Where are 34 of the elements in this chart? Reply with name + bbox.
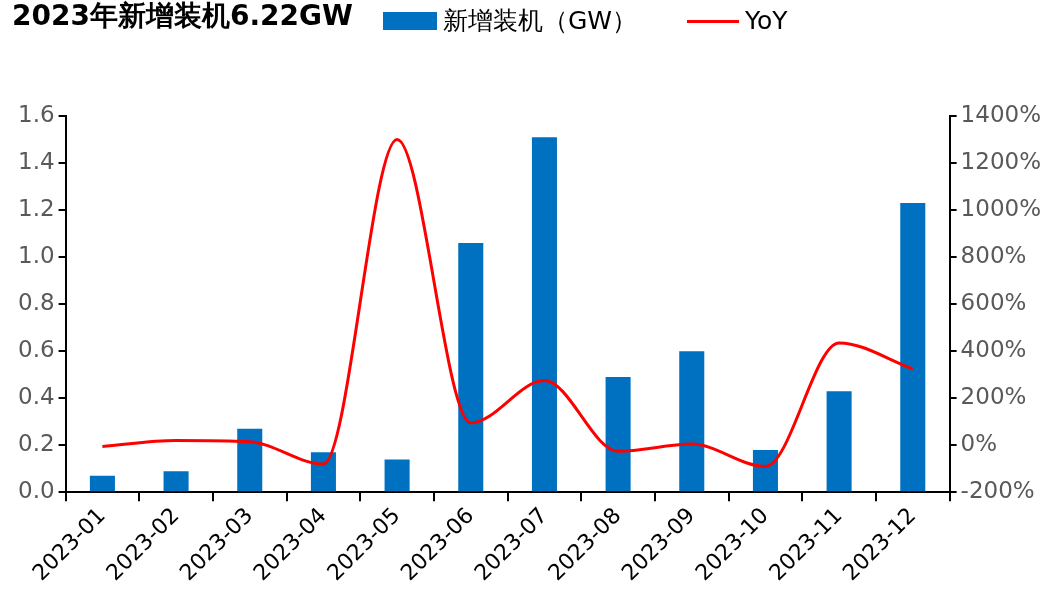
y2-tick-label: 1000% [960,195,1041,222]
y-tick-label: 1.2 [18,195,55,222]
y2-tick-label: 800% [960,242,1027,269]
legend-label: YoY [745,6,788,36]
y2-tick-label: -200% [960,477,1035,504]
y-tick-label: 0.4 [18,383,55,410]
y2-tick-label: 1400% [960,100,1041,127]
y-tick-label: 1.4 [18,148,55,175]
bar [679,351,705,492]
y-tick-label: 0.2 [18,430,55,457]
bar [89,475,115,492]
line-series [100,138,915,468]
bar [310,452,336,492]
y2-tick-label: 1200% [960,148,1041,175]
y-tick-label: 0.6 [18,336,55,363]
y2-tick-label: 400% [960,336,1027,363]
bar [163,471,189,492]
bar [458,243,484,492]
y2-tick-label: 0% [960,430,998,457]
chart-title: 2023年新增装机6.22GW [12,0,353,32]
legend-label: 新增装机（GW） [443,6,638,36]
y-tick-label: 1.6 [18,100,55,127]
y-tick-label: 0.0 [18,477,55,504]
y2-tick-label: 600% [960,289,1027,316]
bar [531,137,557,492]
bar [237,428,263,492]
bar [826,391,852,492]
bar [752,450,778,492]
y-tick-label: 0.8 [18,289,55,316]
bar [605,377,631,492]
bar [900,203,926,492]
y-tick-label: 1.0 [18,242,55,269]
y2-tick-label: 200% [960,383,1027,410]
bar [384,459,410,492]
